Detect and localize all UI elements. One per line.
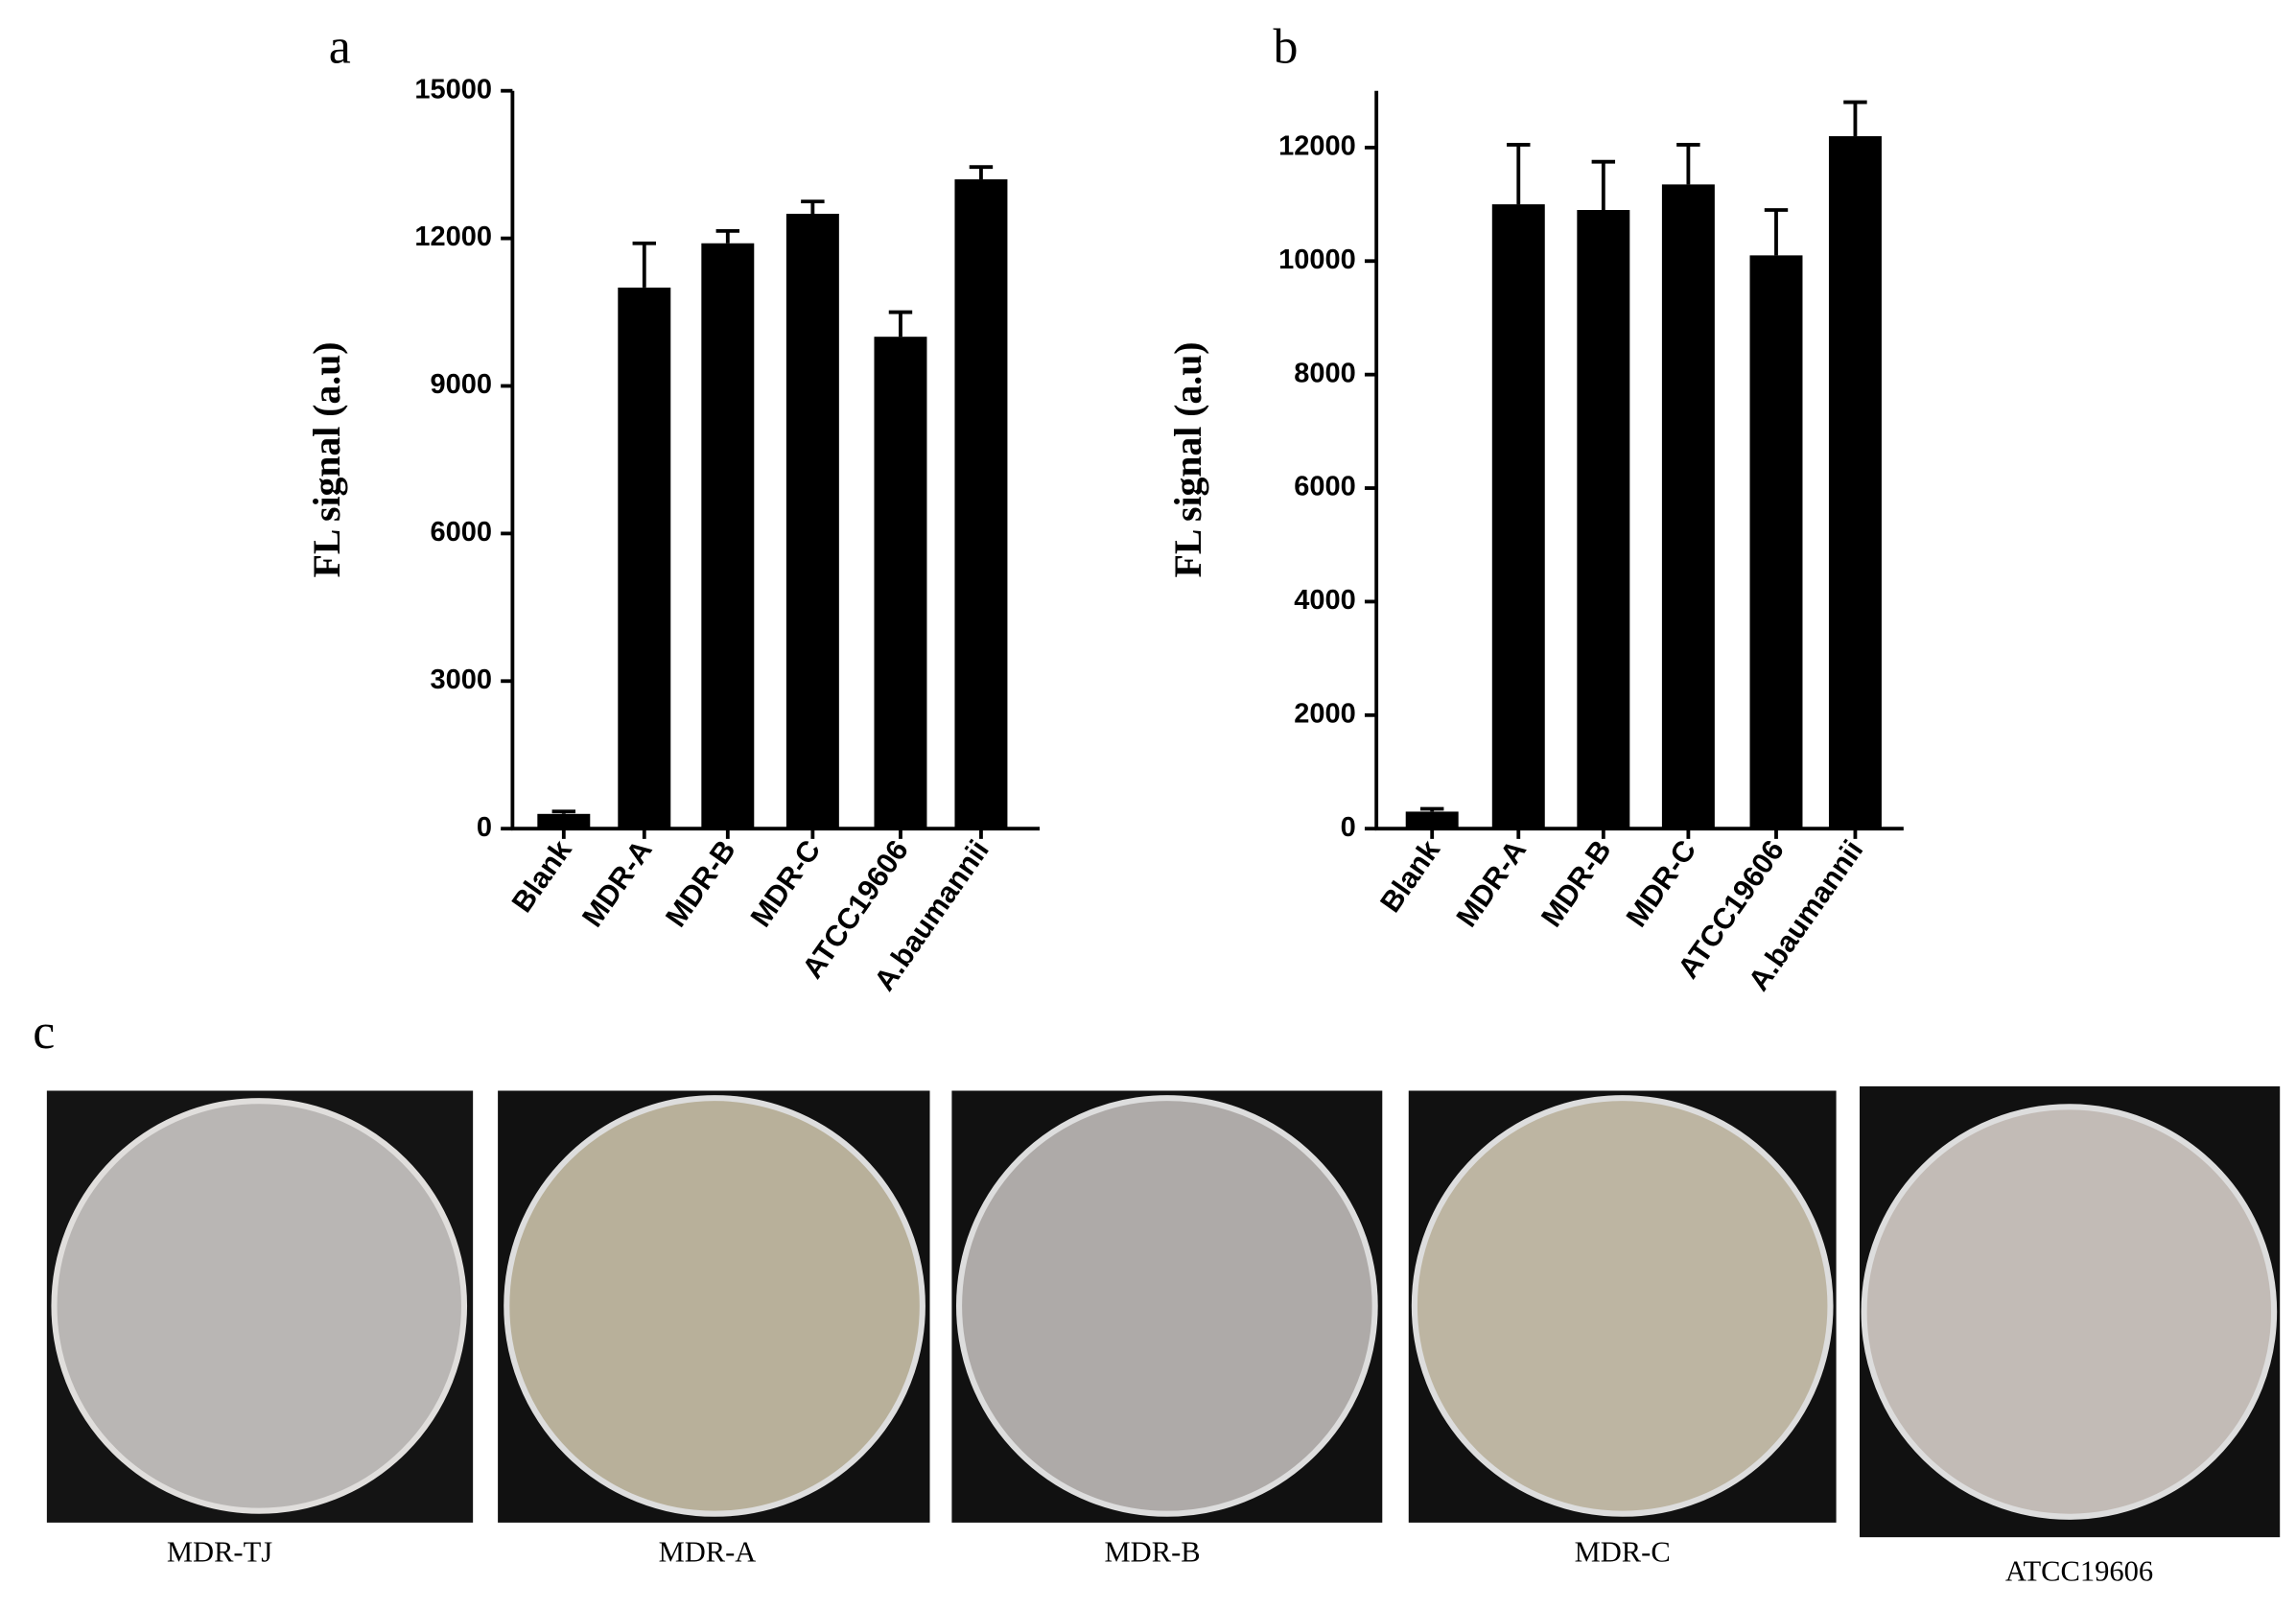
photo-label: MDR-B bbox=[1105, 1535, 1201, 1568]
bar bbox=[1491, 204, 1545, 829]
bar bbox=[1828, 136, 1882, 829]
y-tick-label: 0 bbox=[1341, 812, 1356, 843]
error-bar bbox=[1843, 100, 1867, 137]
error-bar bbox=[1419, 806, 1444, 812]
x-tick-label: MDR-C bbox=[1620, 834, 1702, 933]
x-tick-label: MDR-A bbox=[575, 834, 658, 933]
y-tick-label: 9000 bbox=[430, 369, 492, 400]
bar bbox=[701, 243, 755, 829]
bar bbox=[785, 213, 839, 829]
bar bbox=[618, 287, 671, 829]
y-tick-label: 12000 bbox=[1278, 131, 1356, 162]
bar bbox=[1661, 184, 1715, 829]
y-tick-label: 12000 bbox=[414, 222, 492, 252]
error-bar bbox=[1591, 159, 1616, 210]
error-bar bbox=[715, 228, 740, 244]
bar bbox=[954, 179, 1008, 829]
panel-label: b bbox=[1274, 19, 1299, 74]
x-tick-label: MDR-A bbox=[1450, 834, 1533, 933]
error-bar bbox=[551, 809, 576, 814]
photo-label: MDR-C bbox=[1575, 1535, 1671, 1568]
y-tick-label: 0 bbox=[477, 812, 492, 843]
dish bbox=[1861, 1104, 2278, 1520]
y-tick-label: 2000 bbox=[1294, 698, 1356, 729]
y-tick-label: 6000 bbox=[1294, 472, 1356, 502]
y-tick-label: 10000 bbox=[1278, 245, 1356, 275]
x-tick-label: MDR-C bbox=[744, 834, 827, 933]
y-tick-label: 15000 bbox=[414, 74, 492, 105]
error-bar bbox=[888, 310, 913, 338]
bar bbox=[537, 813, 591, 829]
dish bbox=[51, 1098, 468, 1514]
y-axis-label: FL signal (a.u) bbox=[1167, 341, 1209, 577]
dish bbox=[1411, 1095, 1834, 1517]
panel-label: a bbox=[329, 19, 351, 74]
photo-label: MDR-A bbox=[659, 1535, 757, 1568]
x-tick-label: Blank bbox=[1374, 834, 1447, 919]
y-axis-label: FL signal (a.u) bbox=[306, 341, 348, 577]
x-tick-label: Blank bbox=[505, 834, 578, 919]
y-tick-label: 8000 bbox=[1294, 358, 1356, 388]
y-tick-label: 4000 bbox=[1294, 585, 1356, 616]
photo-label: ATCC19606 bbox=[2005, 1554, 2153, 1587]
x-tick-label: MDR-B bbox=[660, 834, 742, 933]
error-bar bbox=[1764, 208, 1789, 256]
bar bbox=[1405, 811, 1459, 829]
panel-label: c bbox=[33, 1005, 55, 1060]
bar bbox=[1749, 255, 1803, 829]
x-tick-label: MDR-B bbox=[1535, 834, 1618, 933]
photo-panel bbox=[46, 1085, 2281, 1538]
error-bar bbox=[801, 199, 825, 214]
dish bbox=[504, 1095, 925, 1517]
dish bbox=[955, 1095, 1378, 1517]
error-bar bbox=[969, 165, 994, 180]
bar bbox=[874, 337, 927, 829]
error-bar bbox=[1507, 143, 1531, 205]
y-tick-label: 6000 bbox=[430, 517, 492, 548]
error-bar bbox=[632, 241, 656, 288]
y-tick-label: 3000 bbox=[430, 665, 492, 695]
photo-label: MDR-TJ bbox=[167, 1535, 272, 1568]
bar bbox=[1577, 209, 1630, 829]
error-bar bbox=[1676, 143, 1700, 185]
